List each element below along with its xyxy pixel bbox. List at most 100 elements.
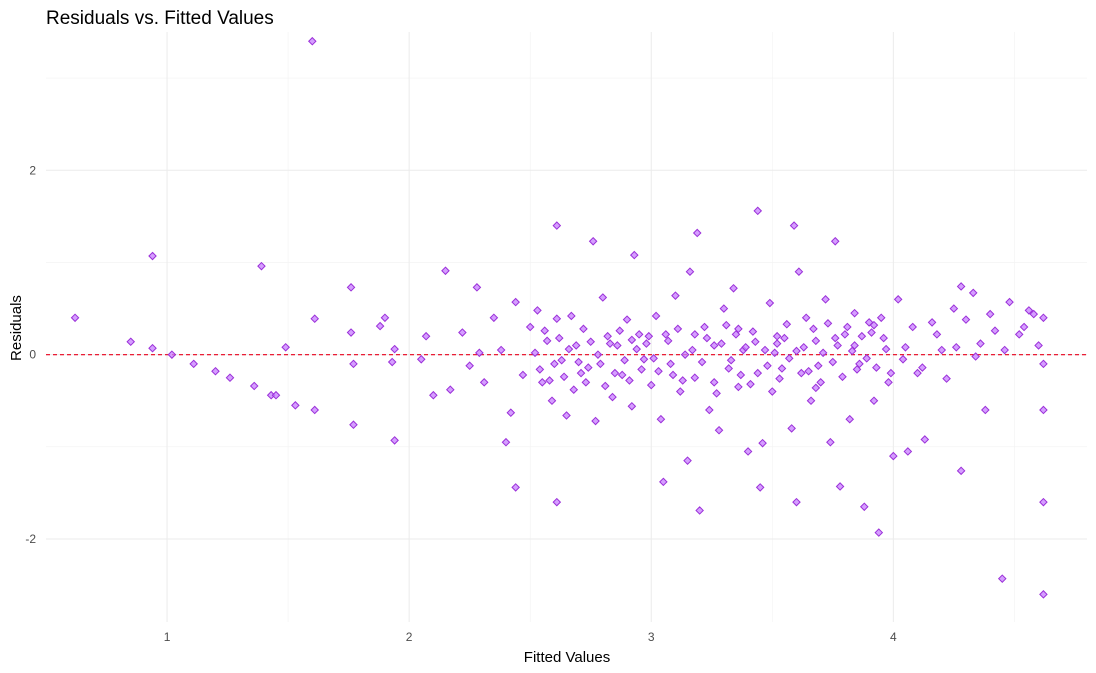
data-point (956, 282, 966, 291)
data-point (772, 331, 782, 341)
data-point (465, 361, 474, 371)
data-point (731, 330, 741, 339)
data-point (421, 331, 431, 341)
data-point (690, 373, 700, 383)
data-point (845, 414, 855, 424)
data-point (709, 341, 719, 350)
data-point (818, 348, 828, 358)
data-point (932, 330, 942, 339)
data-point (748, 327, 758, 336)
data-point (758, 438, 767, 448)
data-point (535, 365, 545, 374)
data-point (346, 328, 356, 337)
data-point (889, 451, 898, 461)
y-tick-label: -2 (25, 532, 36, 546)
data-point (588, 236, 598, 246)
data-point (654, 366, 663, 376)
data-point (903, 447, 913, 456)
data-point (976, 339, 985, 348)
data-point (211, 366, 220, 376)
data-point (692, 228, 702, 238)
x-tick-label: 1 (164, 630, 171, 644)
data-point (445, 385, 455, 394)
data-point (416, 354, 426, 364)
data-point (830, 236, 840, 246)
data-point (760, 345, 770, 355)
data-point (879, 333, 888, 343)
data-point (724, 364, 734, 373)
data-point (390, 436, 399, 445)
data-point (828, 357, 838, 367)
data-point (1014, 330, 1024, 339)
data-point (1039, 405, 1048, 415)
data-point (937, 345, 947, 355)
data-point (775, 374, 784, 383)
data-point (610, 368, 620, 378)
data-point (564, 344, 574, 354)
data-point (971, 352, 980, 361)
data-point (475, 348, 484, 358)
data-point (1029, 309, 1039, 319)
x-axis-title: Fitted Values (524, 649, 610, 666)
data-point (874, 528, 884, 537)
data-point (683, 456, 692, 465)
data-point (869, 396, 879, 406)
data-point (782, 319, 792, 329)
data-point (552, 314, 562, 324)
data-point (583, 363, 593, 372)
data-point (620, 355, 629, 365)
data-point (869, 320, 879, 330)
data-point (685, 267, 695, 276)
data-point (593, 350, 603, 359)
data-point (872, 363, 881, 372)
data-point (390, 344, 399, 354)
data-point (70, 313, 80, 323)
data-point (257, 261, 266, 271)
data-point (680, 350, 690, 359)
data-point (751, 337, 760, 347)
data-point (806, 396, 816, 406)
data-point (567, 311, 576, 321)
data-point (148, 343, 157, 353)
data-point (961, 315, 971, 324)
data-point (489, 313, 499, 323)
data-point (690, 330, 700, 339)
data-point (1039, 497, 1048, 507)
data-point (632, 344, 642, 354)
data-point (741, 342, 750, 352)
data-point (840, 330, 850, 339)
data-point (501, 437, 511, 447)
data-point (1005, 297, 1014, 307)
data-point (811, 383, 821, 393)
data-point (913, 368, 922, 378)
data-point (949, 304, 959, 313)
data-point (956, 466, 966, 476)
data-point (511, 483, 520, 492)
data-point (675, 387, 685, 396)
data-point (380, 313, 390, 323)
data-point (349, 420, 358, 430)
data-point (990, 326, 1000, 335)
data-point (777, 364, 787, 373)
data-point (753, 368, 763, 378)
data-point (349, 359, 358, 369)
data-point (562, 411, 571, 420)
data-point (637, 365, 646, 374)
data-point (719, 304, 729, 313)
data-point (893, 295, 903, 304)
data-point (525, 322, 535, 332)
data-point (545, 376, 554, 385)
data-point (613, 341, 622, 350)
x-tick-label: 2 (406, 630, 413, 644)
data-point (1000, 345, 1009, 355)
data-point (951, 342, 961, 352)
data-point (714, 425, 724, 435)
data-point (622, 315, 632, 324)
data-point (847, 346, 857, 356)
data-point (307, 36, 317, 46)
data-point (540, 326, 550, 335)
data-point (639, 354, 649, 364)
data-point (441, 266, 450, 276)
data-point (600, 381, 610, 391)
data-point (678, 376, 688, 385)
